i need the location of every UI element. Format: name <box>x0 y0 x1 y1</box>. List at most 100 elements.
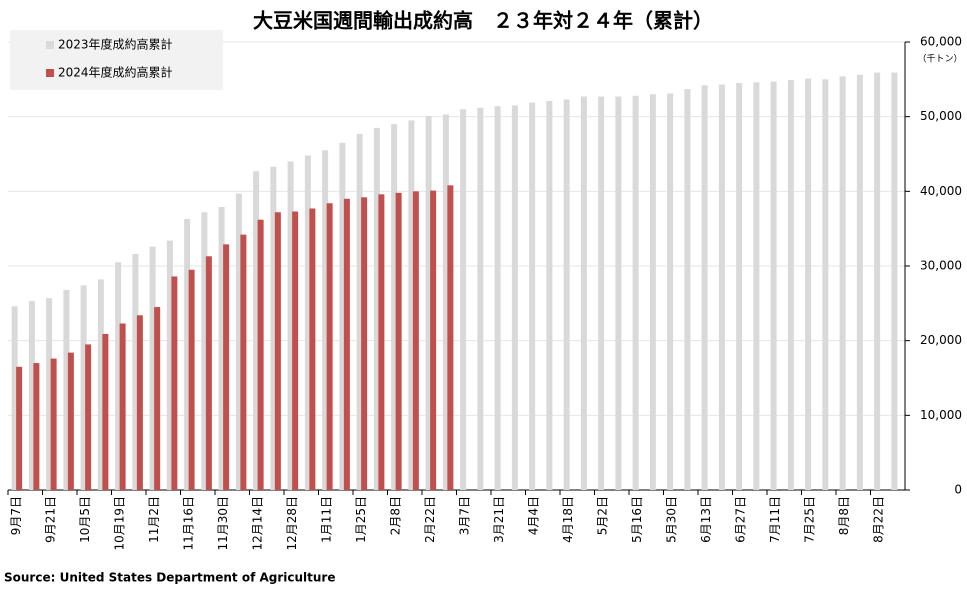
bar <box>736 83 743 491</box>
bar <box>171 276 178 490</box>
bar <box>97 279 104 490</box>
bar <box>339 142 346 491</box>
x-tick-label: 8月8日 <box>837 496 851 535</box>
y-unit-label: （千トン） <box>917 54 962 65</box>
bar <box>223 244 230 490</box>
bar <box>632 95 639 490</box>
x-tick-label: 2月8日 <box>389 496 403 535</box>
x-tick-label: 5月30日 <box>665 496 679 543</box>
bar <box>361 197 368 490</box>
bar <box>85 344 92 490</box>
bar <box>649 94 656 491</box>
bar <box>257 219 264 490</box>
bar <box>378 194 385 490</box>
bar <box>460 109 467 490</box>
x-tick-label: 10月5日 <box>78 496 92 543</box>
bar <box>102 333 109 490</box>
bar <box>753 82 760 490</box>
source: Source: United States Department of Agri… <box>4 571 336 585</box>
bar <box>391 124 398 490</box>
bar <box>154 307 161 490</box>
bar <box>805 78 812 490</box>
bar <box>430 190 437 490</box>
bar <box>235 193 242 490</box>
bar <box>326 203 333 490</box>
bar <box>322 150 329 490</box>
bar <box>292 211 299 490</box>
bar <box>615 96 622 491</box>
legend-label: 2024年度成約高累計 <box>58 65 173 80</box>
bar <box>50 358 57 490</box>
x-tick-label: 11月30日 <box>216 496 230 551</box>
x-tick-label: 9月21日 <box>44 496 58 543</box>
legend-swatch <box>46 41 54 49</box>
x-tick-label: 1月11日 <box>320 496 334 543</box>
x-tick-label: 3月21日 <box>492 496 506 543</box>
bar <box>115 262 122 490</box>
bar <box>563 99 570 490</box>
bar <box>11 306 18 490</box>
x-tick-label: 10月19日 <box>113 496 127 551</box>
bar <box>67 352 74 490</box>
x-tick-label: 9月7日 <box>9 496 23 535</box>
x-tick-label: 11月16日 <box>182 496 196 551</box>
bar <box>184 218 191 490</box>
bar <box>218 207 225 490</box>
bar <box>839 76 846 490</box>
bar <box>343 198 350 491</box>
x-tick-label: 2月22日 <box>423 496 437 543</box>
bar <box>270 166 277 490</box>
bar <box>442 114 449 490</box>
y-tick-label: 40,000 <box>920 184 962 198</box>
legend-box <box>10 30 223 90</box>
bar <box>287 161 294 490</box>
x-tick-label: 7月25日 <box>803 496 817 543</box>
chart-title: 大豆米国週間輸出成約高 ２３年対２４年（累計） <box>253 9 713 33</box>
bar <box>684 89 691 490</box>
bar <box>546 100 553 490</box>
bar <box>447 185 454 491</box>
x-tick-label: 5月2日 <box>596 496 610 535</box>
bar <box>33 363 40 490</box>
bar <box>667 93 674 491</box>
bar <box>477 107 484 490</box>
bar <box>395 192 402 490</box>
x-tick-label: 8月22日 <box>872 496 886 543</box>
bar <box>16 366 23 490</box>
bar <box>188 269 195 490</box>
bar <box>80 285 87 490</box>
y-tick-label: 10,000 <box>920 408 962 422</box>
bar <box>149 246 156 490</box>
x-tick-label: 4月4日 <box>527 496 541 535</box>
bar <box>787 80 794 490</box>
bar <box>119 323 126 490</box>
bar <box>598 96 605 491</box>
bar <box>425 115 432 491</box>
y-tick-label: 0 <box>954 483 962 497</box>
bar <box>274 212 281 491</box>
bar <box>580 96 587 491</box>
bar <box>856 74 863 490</box>
bar <box>201 212 208 491</box>
x-tick-label: 5月16日 <box>630 496 644 543</box>
y-tick-label: 20,000 <box>920 333 962 347</box>
x-tick-label: 1月25日 <box>354 496 368 543</box>
bar <box>822 79 829 490</box>
y-tick-label: 30,000 <box>920 259 962 273</box>
bar <box>408 120 415 491</box>
x-tick-label: 7月11日 <box>768 496 782 543</box>
bar <box>770 81 777 490</box>
bar <box>253 171 260 490</box>
x-tick-label: 12月14日 <box>251 496 265 551</box>
y-tick-label: 60,000 <box>920 35 962 49</box>
bar <box>304 155 311 490</box>
x-tick-label: 11月2日 <box>147 496 161 543</box>
bar <box>494 106 501 491</box>
bar <box>529 102 536 490</box>
x-tick-label: 6月13日 <box>699 496 713 543</box>
bar <box>132 254 139 490</box>
x-tick-label: 6月27日 <box>734 496 748 543</box>
y-tick-label: 50,000 <box>920 109 962 123</box>
x-tick-label: 12月28日 <box>285 496 299 551</box>
